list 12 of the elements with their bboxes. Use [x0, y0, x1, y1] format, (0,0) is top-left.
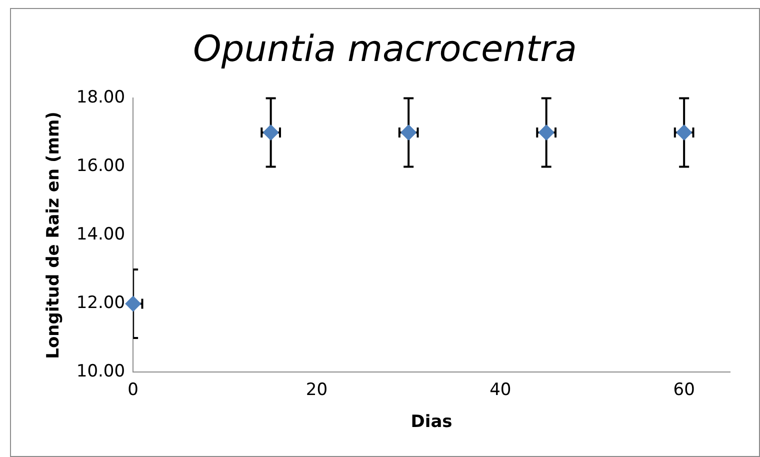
y-tick-label: 16.00	[76, 156, 126, 176]
x-tick-label: 0	[128, 380, 138, 400]
x-tick-label: 60	[673, 380, 695, 400]
x-tick-label: 20	[306, 380, 328, 400]
y-tick-label: 14.00	[76, 224, 126, 245]
y-tick-label: 10.00	[76, 362, 126, 382]
y-tick-label: 18.00	[76, 88, 126, 108]
y-axis-title: Longitud de Raiz en (mm)	[44, 112, 64, 359]
y-tick-label: 12.00	[76, 293, 126, 314]
chart-title: Opuntia macrocentra	[193, 28, 577, 70]
x-axis-title: Dias	[410, 412, 452, 432]
x-tick-label: 40	[490, 380, 512, 400]
